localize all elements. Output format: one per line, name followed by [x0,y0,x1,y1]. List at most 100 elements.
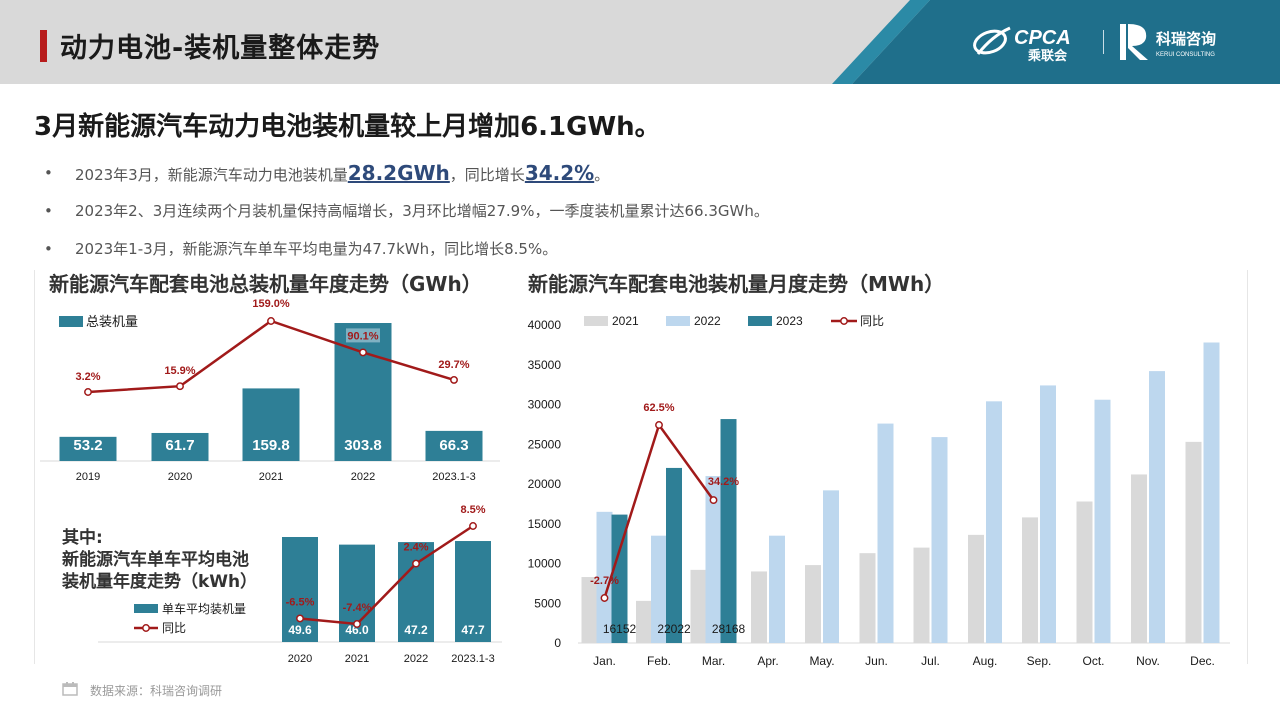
annual-x-tick: 2021 [259,471,283,483]
monthly-x-tick: Jun. [865,654,888,668]
monthly-bar-2022 [1149,371,1165,643]
monthly-bar-2021 [805,565,821,643]
monthly-x-tick: Dec. [1190,654,1215,668]
avg-growth-marker [412,559,420,568]
annual-bar [59,436,117,461]
annual-x-tick: 2023.1-3 [432,471,475,483]
avg-chart-title-line: 装机量年度走势（kWh） [62,572,258,592]
monthly-bar-2022 [1203,342,1220,643]
avg-growth-label: -7.4% [343,602,372,614]
monthly-bar-2023 [666,467,682,643]
annual-bar-label: 66.3 [439,437,468,454]
monthly-2023-label: 16152 [603,622,637,636]
chart-panel [34,270,1248,664]
avg-chart-title-line: 新能源汽车单车平均电池 [62,550,249,570]
annual-growth-label: 29.7% [438,359,469,371]
monthly-x-tick: Feb. [647,654,671,668]
monthly-x-tick: Mar. [702,654,725,668]
title-accent-bar [40,30,47,62]
cpca-logo: CPCA 乘联会 [973,26,1071,63]
bullet-item: • 2023年1-3月，新能源汽车单车平均电量为47.7kWh，同比增长8.5%… [44,234,1224,272]
monthly-x-tick: Aug. [973,654,998,668]
avg-growth-marker [296,614,304,623]
annual-legend-label: 总装机量 [86,314,138,329]
monthly-x-tick: Oct. [1082,654,1104,668]
annual-bar-label: 303.8 [344,437,382,454]
annual-x-tick: 2019 [76,471,100,483]
annual-growth-marker [450,375,458,384]
annual-chart-title: 新能源汽车配套电池总装机量年度走势（GWh） [49,272,482,296]
monthly-x-tick: Nov. [1136,654,1160,668]
monthly-chart-title: 新能源汽车配套电池装机量月度走势（MWh） [528,272,945,296]
avg-legend-label: 同比 [162,621,186,635]
bullet-text: 。 [594,166,610,184]
monthly-x-tick: Sep. [1027,654,1052,668]
monthly-bar-2021 [913,547,930,643]
annual-growth-marker [84,388,92,396]
page-title: 动力电池-装机量整体走势 [60,33,381,64]
monthly-legend-label: 2023 [776,314,803,328]
annual-bar [425,430,483,461]
monthly-y-tick: 25000 [528,437,562,451]
bullet-text: ，同比增长 [449,166,525,184]
bullet-text: 2023年2、3月连续两个月装机量保持高幅增长，3月环比增幅27.9%，一季度装… [75,202,769,220]
highlight-value: 28.2GWh [347,161,450,185]
annual-growth-line [87,319,455,394]
monthly-growth-marker [655,421,663,429]
cpca-logo-cn: 乘联会 [1027,48,1068,63]
avg-chart-title: 其中: 新能源汽车单车平均电池 装机量年度走势（kWh） [62,527,257,593]
logo-separator [1103,30,1104,54]
monthly-y-tick: 10000 [528,557,562,571]
monthly-y-tick: 0 [554,636,561,650]
monthly-bar-2022 [931,437,948,643]
headline: 3月新能源汽车动力电池装机量较上月增加6.1GWh。 [34,112,661,142]
avg-growth-line [299,524,474,626]
monthly-bar-2022 [769,535,785,643]
monthly-bar-2021 [1022,517,1038,643]
monthly-bar-2022 [877,423,894,643]
monthly-growth-label: 62.5% [643,402,674,414]
monthly-bar-2023 [611,514,628,643]
annual-legend-swatch [59,316,83,327]
avg-x-tick: 2020 [288,653,312,665]
bullet-item: • 2023年3月，新能源汽车动力电池装机量28.2GWh，同比增长34.2%。 [44,158,1224,196]
monthly-growth-label: -2.7% [590,575,619,587]
monthly-2023-label: 22022 [657,622,691,636]
monthly-legend-swatch [666,316,690,326]
annual-bar [151,432,209,461]
highlight-value: 34.2% [524,161,595,185]
monthly-bar-2022 [651,535,667,643]
monthly-x-tick: May. [809,654,834,668]
avg-bar-label: 47.7 [461,623,485,637]
monthly-bar-2021 [751,571,767,643]
monthly-growth-marker [600,594,609,602]
avg-legend-marker [142,624,150,632]
monthly-x-tick: Jan. [593,654,616,668]
bullet-marker: • [44,202,53,220]
monthly-bar-2022 [705,476,722,643]
monthly-x-tick: Apr. [757,654,778,668]
monthly-growth-label: 34.2% [708,476,739,488]
annual-growth-label: 90.1% [347,330,378,342]
kerui-logo-en: KERUI CONSULTING [1156,52,1215,58]
annual-bar-label: 53.2 [73,437,102,454]
bullet-text: 2023年3月，新能源汽车动力电池装机量 [75,166,348,184]
monthly-bar-2021 [581,577,598,643]
kerui-logo-cn: 科瑞咨询 [1156,30,1216,48]
monthly-growth-marker [709,496,718,505]
avg-bar [455,541,491,642]
bullet-text: 2023年1-3月，新能源汽车单车平均电量为47.7kWh，同比增长8.5%。 [75,240,558,258]
monthly-legend-label: 2022 [694,314,721,328]
avg-growth-marker [353,620,361,628]
avg-growth-label: -6.5% [286,596,315,608]
annual-growth-marker [267,317,275,325]
avg-growth-label: 8.5% [460,504,485,516]
monthly-y-tick: 40000 [528,318,562,332]
avg-bar-label: 47.2 [404,623,428,637]
monthly-bar-2021 [1076,501,1093,643]
annual-growth-label: 159.0% [252,298,290,310]
annual-x-tick: 2022 [351,471,375,483]
avg-bar-label: 49.6 [288,623,312,637]
monthly-bar-2022 [596,511,613,643]
